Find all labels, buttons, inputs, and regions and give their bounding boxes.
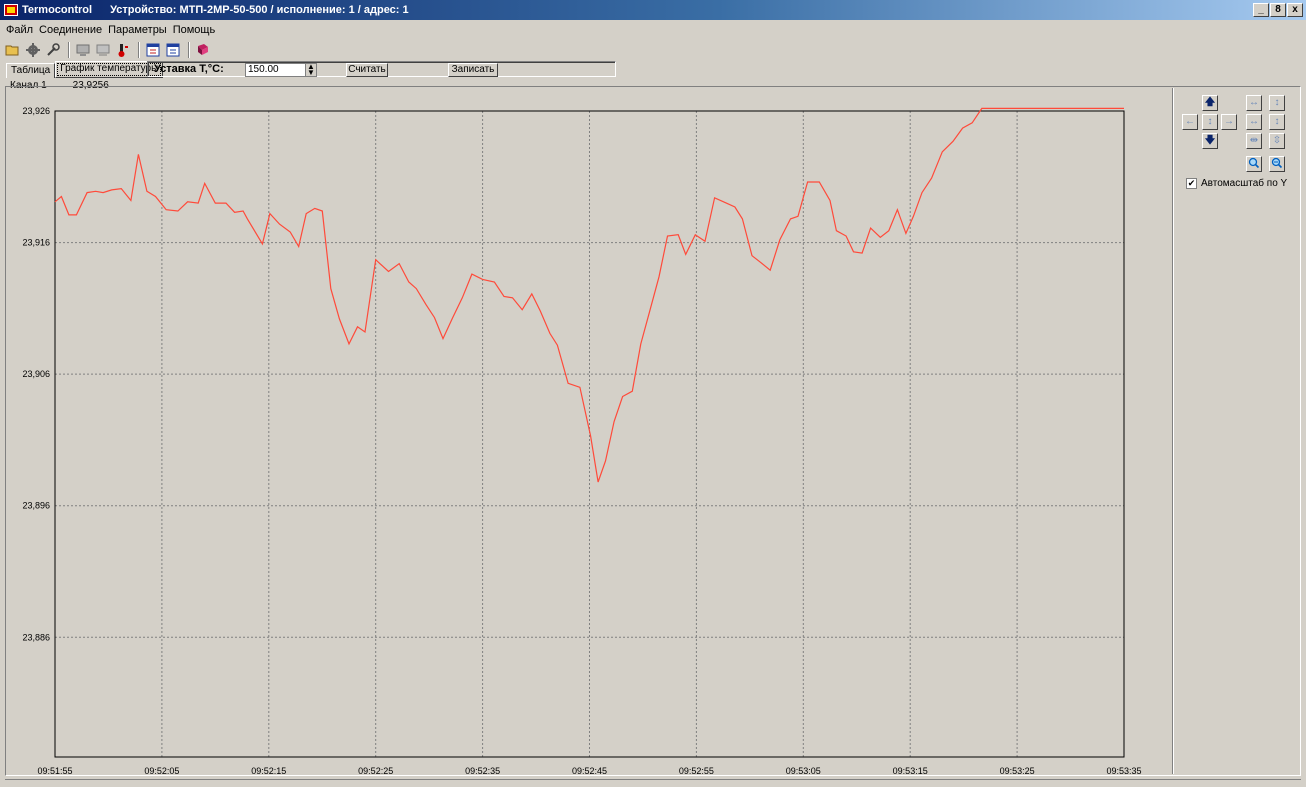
autoscale-checkbox[interactable]: ✔: [1186, 178, 1197, 189]
shrink-y-icon[interactable]: ↕: [1269, 114, 1285, 130]
window-controls: _ 8 x: [1252, 3, 1303, 17]
toolbar-separator: [188, 42, 190, 58]
disconnect-icon[interactable]: [94, 41, 112, 59]
channel-value: 23,9256: [72, 80, 109, 91]
connect-icon[interactable]: [74, 41, 92, 59]
write-icon[interactable]: [164, 41, 182, 59]
setpoint-panel: Уставка T,°С: 150.00 ▲ ▼ Считать Записать: [147, 61, 616, 77]
pan-up-icon[interactable]: 🡅: [1202, 95, 1218, 111]
x-tick-label: 09:52:05: [144, 766, 179, 776]
menu-help[interactable]: Помощь: [172, 23, 216, 36]
chart-frame: [5, 86, 1301, 776]
spinner-up-icon[interactable]: ▲: [307, 62, 315, 71]
read-button[interactable]: Считать: [346, 63, 388, 77]
thermometer-icon[interactable]: [114, 41, 132, 59]
spinner-down-icon[interactable]: ▼: [307, 68, 315, 77]
x-tick-label: 09:52:25: [358, 766, 393, 776]
pan-left-icon[interactable]: ←: [1182, 114, 1198, 130]
stretch-y-icon[interactable]: ↕: [1269, 95, 1285, 111]
read-icon[interactable]: [144, 41, 162, 59]
temperature-series-line: [54, 107, 1124, 483]
center-icon[interactable]: ↕: [1202, 114, 1218, 130]
channel-readout: Канал 1 23,9256: [10, 80, 109, 91]
autoscale-option[interactable]: ✔ Автомасштаб по Y: [1186, 178, 1287, 189]
y-axis-ticks: 23,926 23,916 23,906 23,896 23,886: [22, 106, 50, 642]
window-title: Устройство: МТП-2МР-50-500 / исполнение:…: [110, 4, 409, 16]
pan-right-icon[interactable]: →: [1221, 114, 1237, 130]
channel-label: Канал 1: [10, 80, 47, 91]
zoom-out-icon[interactable]: [1269, 156, 1285, 172]
toolbar-separator: [138, 42, 140, 58]
x-tick-label: 09:52:35: [465, 766, 500, 776]
title-bar: Termocontrol Устройство: МТП-2МР-50-500 …: [0, 0, 1306, 20]
chart-grid: [55, 110, 1124, 757]
minimize-button[interactable]: _: [1253, 3, 1269, 17]
setpoint-spinner[interactable]: ▲ ▼: [305, 63, 317, 77]
x-tick-label: 09:52:45: [572, 766, 607, 776]
stretch-x-icon[interactable]: ↔: [1246, 95, 1262, 111]
app-icon: [4, 4, 18, 16]
x-tick-label: 09:53:05: [786, 766, 821, 776]
toolbar: [4, 39, 214, 61]
y-tick-label: 23,916: [22, 238, 50, 248]
x-tick-label: 09:51:55: [37, 766, 72, 776]
x-tick-label: 09:53:35: [1106, 766, 1141, 776]
maximize-button[interactable]: 8: [1270, 3, 1286, 17]
x-tick-label: 09:52:55: [679, 766, 714, 776]
view-tabs: Таблица График температуры: [6, 61, 164, 78]
y-tick-label: 23,886: [22, 632, 50, 642]
zoom-in-icon[interactable]: [1246, 156, 1262, 172]
autoscale-label: Автомасштаб по Y: [1201, 178, 1288, 189]
menu-bar: Файл Соединение Параметры Помощь: [0, 21, 1306, 38]
book-icon[interactable]: [194, 41, 212, 59]
status-bar: [5, 779, 1301, 786]
menu-connection[interactable]: Соединение: [39, 23, 103, 36]
tab-temperature-chart[interactable]: График температуры: [55, 61, 164, 78]
chart-navigation-panel: 🡅 ← ↕ → 🡇 ↔ ↕ ↔ ↕ ⇹ ⇳ ✔ Автомасштаб по Y: [1173, 88, 1300, 774]
x-axis-ticks: 09:51:55 09:52:05 09:52:15 09:52:25 09:52:35…: [37, 766, 1141, 776]
device-icon[interactable]: [24, 41, 42, 59]
setpoint-label: Уставка T,°С:: [154, 63, 224, 75]
write-button[interactable]: Записать: [448, 63, 498, 77]
app-name: Termocontrol: [22, 4, 93, 16]
y-tick-label: 23,896: [22, 501, 50, 511]
toolbar-separator: [68, 42, 70, 58]
menu-parameters[interactable]: Параметры: [108, 23, 167, 36]
x-tick-label: 09:53:15: [893, 766, 928, 776]
menu-file[interactable]: Файл: [6, 23, 34, 36]
tab-table[interactable]: Таблица: [6, 63, 56, 78]
y-tick-label: 23,906: [22, 369, 50, 379]
open-icon[interactable]: [4, 41, 22, 59]
close-button[interactable]: x: [1287, 3, 1303, 17]
x-tick-label: 09:53:25: [1000, 766, 1035, 776]
y-tick-label: 23,926: [22, 106, 50, 116]
fit-x-icon[interactable]: ⇹: [1246, 133, 1262, 149]
pan-down-icon[interactable]: 🡇: [1202, 133, 1218, 149]
x-tick-label: 09:52:15: [251, 766, 286, 776]
tool-icon[interactable]: [44, 41, 62, 59]
fit-y-icon[interactable]: ⇳: [1269, 133, 1285, 149]
shrink-x-icon[interactable]: ↔: [1246, 114, 1262, 130]
plot-area: [54, 110, 1125, 758]
